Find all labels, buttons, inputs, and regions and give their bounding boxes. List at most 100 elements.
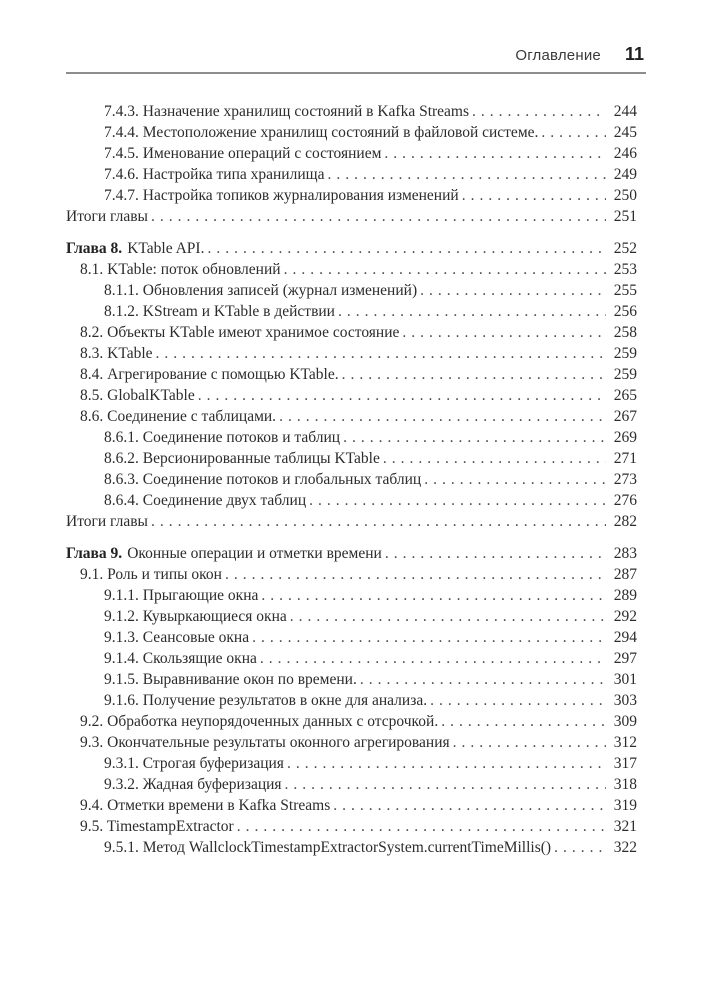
toc-entry-page: 249 bbox=[613, 166, 637, 183]
dot-leader bbox=[207, 238, 606, 259]
toc-entry-label: 7.4.7. Настройка топиков журналирования … bbox=[104, 187, 459, 204]
toc-entry: 7.4.7. Настройка топиков журналирования … bbox=[66, 185, 637, 206]
toc-entry-page: 251 bbox=[613, 208, 637, 225]
toc-entry-label: 9.3.2. Жадная буферизация bbox=[104, 776, 282, 793]
toc-entry-label: 9.1. Роль и типы окон bbox=[80, 566, 222, 583]
dot-leader bbox=[261, 585, 606, 606]
toc-entry: 9.3.2. Жадная буферизация 318 bbox=[66, 774, 637, 795]
dot-leader bbox=[279, 406, 606, 427]
toc-entry: 8.1. KTable: поток обновлений 253 bbox=[66, 259, 637, 280]
toc-entry: 7.4.3. Назначение хранилищ состояний в K… bbox=[66, 101, 637, 122]
toc-entry: 9.1.2. Кувыркающиеся окна 292 bbox=[66, 606, 637, 627]
toc-entry-label: Итоги главы bbox=[66, 513, 148, 530]
toc-entry-page: 283 bbox=[613, 545, 637, 562]
toc-entry-page: 269 bbox=[613, 429, 637, 446]
dot-leader bbox=[360, 669, 606, 690]
toc-entry: 8.4. Агрегирование с помощью KTable. 259 bbox=[66, 364, 637, 385]
dot-leader bbox=[198, 385, 606, 406]
dot-leader bbox=[430, 690, 606, 711]
dot-leader bbox=[541, 122, 606, 143]
toc-entry-label: 9.1.6. Получение результатов в окне для … bbox=[104, 692, 428, 709]
toc-entry-label: 8.6.1. Соединение потоков и таблиц bbox=[104, 429, 341, 446]
toc-entry-page: 256 bbox=[613, 303, 637, 320]
dot-leader bbox=[420, 280, 606, 301]
toc-entry-page: 271 bbox=[613, 450, 637, 467]
running-head: Оглавление 11 bbox=[0, 0, 708, 65]
toc-entry-page: 287 bbox=[613, 566, 637, 583]
toc-entry-page: 245 bbox=[613, 124, 637, 141]
toc-entry-page: 318 bbox=[613, 776, 637, 793]
dot-leader bbox=[441, 711, 606, 732]
toc-entry-page: 294 bbox=[613, 629, 637, 646]
toc-entry-label: 9.1.3. Сеансовые окна bbox=[104, 629, 250, 646]
toc-entry: 8.6.2. Версионированные таблицы KTable 2… bbox=[66, 448, 637, 469]
dot-leader bbox=[383, 448, 606, 469]
toc-entry-label: 9.3. Окончательные результаты оконного а… bbox=[80, 734, 450, 751]
toc-entry: 8.5. GlobalKTable 265 bbox=[66, 385, 637, 406]
toc-entry-label: 9.1.5. Выравнивание окон по времени. bbox=[104, 671, 357, 688]
toc-entry: Глава 9. Оконные операции и отметки врем… bbox=[66, 543, 637, 564]
toc-entry-label: 9.5.1. Метод WallclockTimestampExtractor… bbox=[104, 839, 552, 856]
toc-entry-page: 258 bbox=[613, 324, 637, 341]
toc-entry: 7.4.4. Местоположение хранилищ состояний… bbox=[66, 122, 637, 143]
toc-entry: 9.1.1. Прыгающие окна 289 bbox=[66, 585, 637, 606]
toc-entry-label: 8.6.3. Соединение потоков и глобальных т… bbox=[104, 471, 422, 488]
toc-entry-page: 303 bbox=[613, 692, 637, 709]
toc-entry: 9.1.4. Скользящие окна 297 bbox=[66, 648, 637, 669]
toc-entry-label: 7.4.5. Именование операций с состоянием bbox=[104, 145, 382, 162]
dot-leader bbox=[338, 301, 606, 322]
toc-entry-page: 292 bbox=[613, 608, 637, 625]
toc-entry-label: 8.6. Соединение с таблицами. bbox=[80, 408, 277, 425]
toc-entry-label: 8.2. Объекты KTable имеют хранимое состо… bbox=[80, 324, 400, 341]
dot-leader bbox=[156, 343, 606, 364]
dot-leader bbox=[260, 648, 606, 669]
toc-entry: Итоги главы 251 bbox=[66, 206, 637, 227]
toc-entry: 9.3. Окончательные результаты оконного а… bbox=[66, 732, 637, 753]
header-rule bbox=[66, 72, 646, 74]
toc-entry-page: 319 bbox=[613, 797, 637, 814]
toc-entry-chapter-prefix: Глава 8. bbox=[66, 240, 123, 257]
dot-leader bbox=[290, 606, 606, 627]
toc-entry-page: 259 bbox=[613, 366, 637, 383]
toc-entry: 9.2. Обработка неупорядоченных данных с … bbox=[66, 711, 637, 732]
toc-entry-label: 9.2. Обработка неупорядоченных данных с … bbox=[80, 713, 439, 730]
toc-entry-label: 9.3.1. Строгая буферизация bbox=[104, 755, 284, 772]
toc-entry: 8.1.2. KStream и KTable в действии 256 bbox=[66, 301, 637, 322]
toc-entry-page: 250 bbox=[613, 187, 637, 204]
toc-entry: 8.6.4. Соединение двух таблиц 276 bbox=[66, 490, 637, 511]
toc-entry-label: Оконные операции и отметки времени bbox=[127, 545, 382, 562]
toc-entry-page: 265 bbox=[613, 387, 637, 404]
toc-entry-page: 244 bbox=[613, 103, 637, 120]
toc-entry-page: 297 bbox=[613, 650, 637, 667]
toc-entry-label: KTable API. bbox=[127, 240, 205, 257]
dot-leader bbox=[384, 143, 606, 164]
toc-entry-label: 9.4. Отметки времени в Kafka Streams bbox=[80, 797, 331, 814]
toc-entry-page: 282 bbox=[613, 513, 637, 530]
toc-entry-label: 8.1. KTable: поток обновлений bbox=[80, 261, 281, 278]
dot-leader bbox=[151, 206, 606, 227]
dot-leader bbox=[554, 837, 606, 858]
dot-leader bbox=[343, 427, 606, 448]
toc-entry-label: 9.1.4. Скользящие окна bbox=[104, 650, 257, 667]
toc-entry-label: 8.6.4. Соединение двух таблиц bbox=[104, 492, 307, 509]
toc-entry: 8.6.1. Соединение потоков и таблиц 269 bbox=[66, 427, 637, 448]
toc-entry: 9.1.3. Сеансовые окна 294 bbox=[66, 627, 637, 648]
toc-entry: 8.6.3. Соединение потоков и глобальных т… bbox=[66, 469, 637, 490]
toc-entry: 7.4.5. Именование операций с состоянием … bbox=[66, 143, 637, 164]
toc-entry: 9.5.1. Метод WallclockTimestampExtractor… bbox=[66, 837, 637, 858]
toc-entry: 8.6. Соединение с таблицами. 267 bbox=[66, 406, 637, 427]
toc-entry-page: 289 bbox=[613, 587, 637, 604]
toc-entry-chapter-prefix: Глава 9. bbox=[66, 545, 123, 562]
dot-leader bbox=[151, 511, 606, 532]
toc-entry-label: 9.1.2. Кувыркающиеся окна bbox=[104, 608, 287, 625]
toc-entry-label: 7.4.3. Назначение хранилищ состояний в K… bbox=[104, 103, 470, 120]
toc-entry: 9.1.5. Выравнивание окон по времени. 301 bbox=[66, 669, 637, 690]
toc-entry: 8.2. Объекты KTable имеют хранимое состо… bbox=[66, 322, 637, 343]
toc-entry-page: 301 bbox=[613, 671, 637, 688]
page-number: 11 bbox=[624, 44, 644, 64]
toc-entry-page: 259 bbox=[613, 345, 637, 362]
toc-entry-label: 7.4.4. Местоположение хранилищ состояний… bbox=[104, 124, 539, 141]
dot-leader bbox=[402, 322, 606, 343]
dot-leader bbox=[424, 469, 606, 490]
